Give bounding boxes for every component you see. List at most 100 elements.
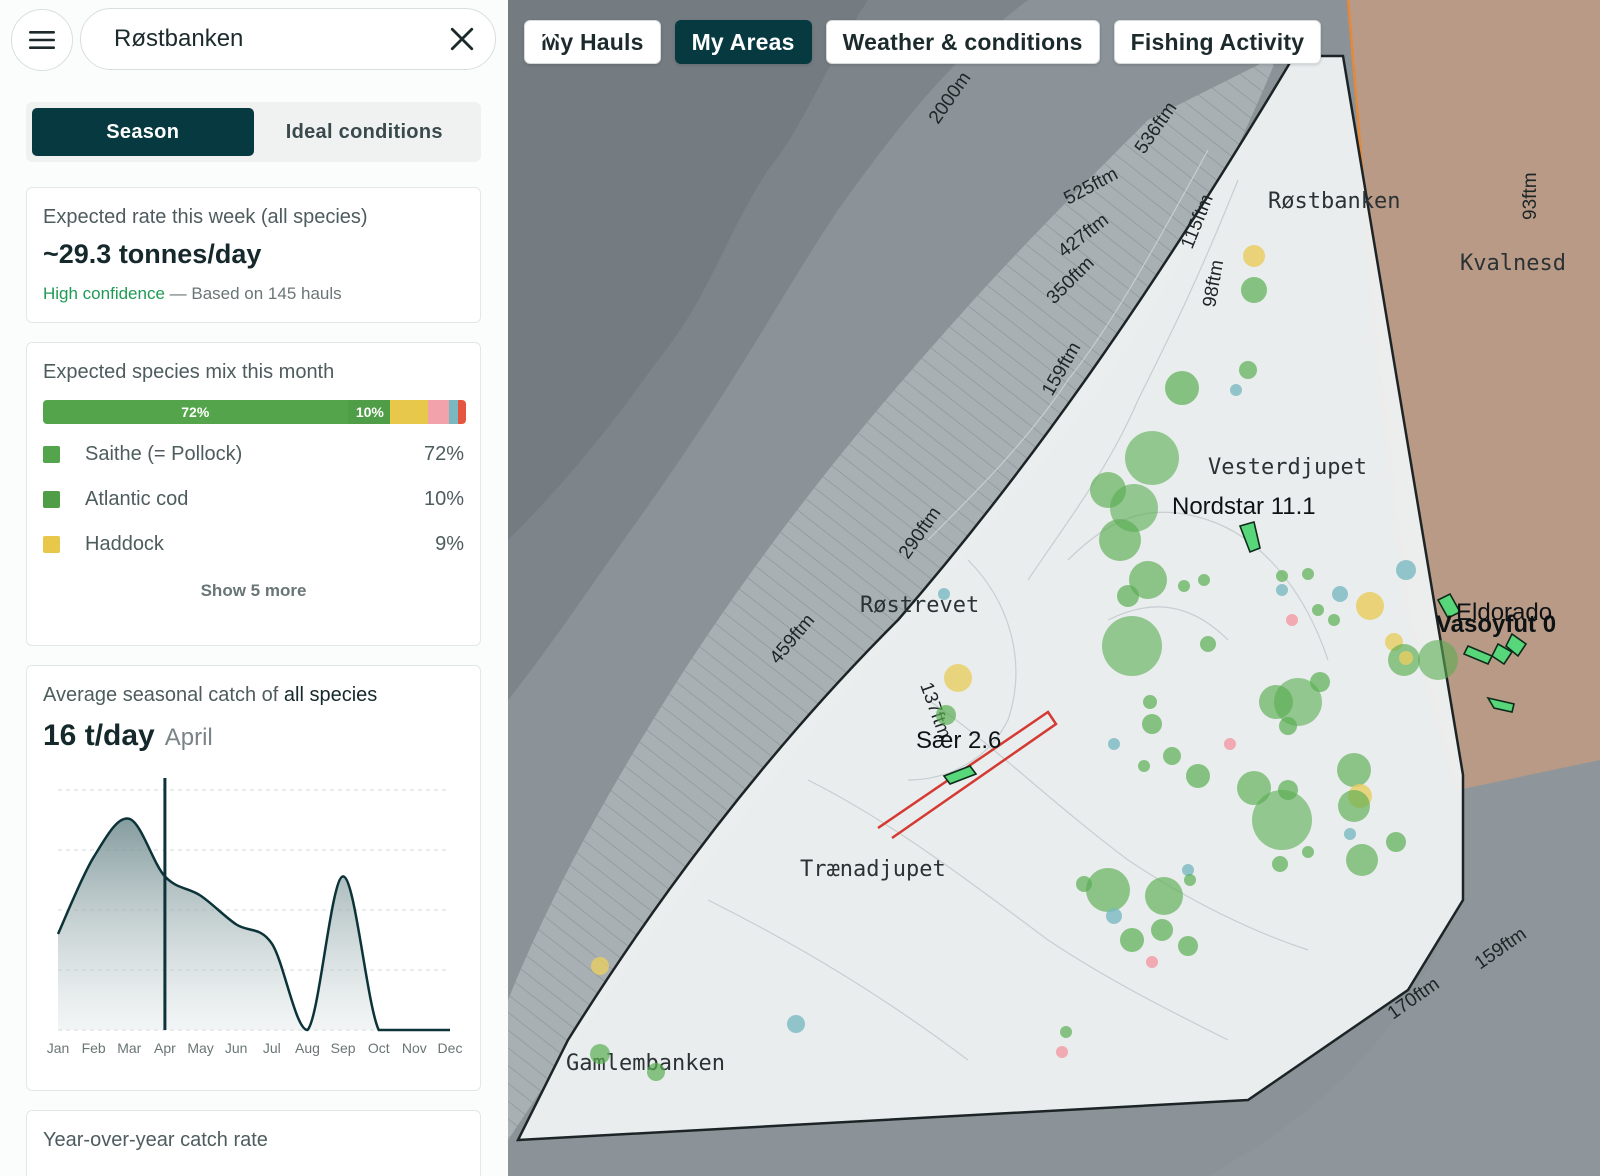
catch-marker[interactable] (1102, 616, 1162, 676)
catch-marker[interactable] (938, 588, 950, 600)
catch-marker[interactable] (590, 1044, 610, 1064)
vessel-marker[interactable] (1436, 592, 1462, 620)
vessel-marker[interactable] (1486, 696, 1515, 713)
catch-marker[interactable] (1178, 580, 1190, 592)
vessel-marker[interactable] (1238, 520, 1261, 554)
map-view[interactable]: 2000m 536ftm 525ftm 427ftm 350ftm 159ftm… (508, 0, 1600, 1176)
catch-marker[interactable] (1142, 714, 1162, 734)
catch-marker[interactable] (1125, 431, 1179, 485)
catch-marker[interactable] (1198, 574, 1210, 586)
catch-markers[interactable] (590, 245, 1458, 1081)
chip-fishing-activity[interactable]: Fishing Activity (1113, 20, 1322, 64)
catch-marker[interactable] (1060, 1026, 1072, 1038)
map-canvas[interactable]: 2000m 536ftm 525ftm 427ftm 350ftm 159ftm… (508, 0, 1600, 1176)
catch-marker[interactable] (1241, 277, 1267, 303)
catch-marker[interactable] (1396, 560, 1416, 580)
species-name: Haddock (85, 533, 164, 555)
catch-marker[interactable] (1328, 614, 1340, 626)
catch-marker[interactable] (1146, 956, 1158, 968)
catch-marker[interactable] (1178, 936, 1198, 956)
seasonal-chart[interactable]: Jan Feb Mar Apr May Jun Jul Aug Sep Oct Nov Dec (27, 666, 482, 1092)
catch-marker[interactable] (1279, 717, 1297, 735)
catch-marker[interactable] (1243, 245, 1265, 267)
chip-weather-conditions[interactable]: Weather & conditions (825, 20, 1100, 64)
expected-rate-value: ~29.3 tonnes/day (43, 239, 262, 269)
vessel-label[interactable]: Sær 2.6 (916, 727, 1001, 754)
catch-marker[interactable] (1143, 695, 1157, 709)
catch-marker[interactable] (1099, 519, 1141, 561)
show-more-button[interactable]: Show 5 more (200, 581, 307, 600)
catch-marker[interactable] (1272, 856, 1288, 872)
catch-marker[interactable] (1237, 771, 1271, 805)
catch-marker[interactable] (1184, 874, 1196, 886)
mix-segment (449, 400, 458, 424)
catch-marker[interactable] (1120, 928, 1144, 952)
chip-my-areas[interactable]: My Areas (539, 20, 812, 64)
catch-marker[interactable] (1145, 877, 1183, 915)
catch-marker[interactable] (1252, 790, 1312, 850)
vessel-label[interactable]: Vasoyfut 0 (1436, 611, 1556, 638)
catch-marker[interactable] (787, 1015, 805, 1033)
catch-marker[interactable] (1276, 584, 1288, 596)
catch-marker[interactable] (1108, 738, 1120, 750)
place-label: Vesterdjupet (1208, 455, 1367, 480)
catch-marker[interactable] (1224, 738, 1236, 750)
catch-marker[interactable] (1165, 371, 1199, 405)
catch-marker[interactable] (1274, 678, 1322, 726)
map-filter-chips: My Hauls My Areas Weather & conditions F… (524, 20, 1322, 64)
catch-marker[interactable] (1386, 832, 1406, 852)
catch-marker[interactable] (1332, 586, 1348, 602)
catch-marker[interactable] (1186, 764, 1210, 788)
catch-marker[interactable] (1106, 908, 1122, 924)
catch-marker[interactable] (1230, 384, 1242, 396)
catch-marker[interactable] (1338, 790, 1370, 822)
expected-rate-label: Expected rate this week (all species) (43, 206, 368, 228)
catch-marker[interactable] (1346, 844, 1378, 876)
species-row: Atlantic cod 10% (43, 477, 464, 522)
catch-marker[interactable] (1344, 828, 1356, 840)
vessel-label[interactable]: Nordstar 11.1 (1172, 493, 1316, 520)
search-input[interactable] (114, 25, 447, 53)
catch-marker[interactable] (1182, 864, 1194, 876)
my-area-polygon[interactable] (515, 54, 1465, 1142)
seasonal-label-species[interactable]: all species (283, 684, 378, 706)
catch-marker[interactable] (1086, 868, 1130, 912)
menu-button[interactable] (11, 9, 73, 71)
vessel-marker[interactable] (1490, 642, 1514, 666)
catch-marker[interactable] (591, 957, 609, 975)
vessel-markers[interactable] (942, 520, 1528, 785)
tab-ideal-conditions[interactable]: Ideal conditions (285, 120, 443, 143)
catch-marker[interactable] (936, 705, 956, 725)
catch-marker[interactable] (1129, 561, 1167, 599)
catch-marker[interactable] (1337, 753, 1371, 787)
catch-marker[interactable] (1151, 919, 1173, 941)
expected-rate-card: Expected rate this week (all species) ~2… (26, 187, 481, 323)
catch-marker[interactable] (1276, 570, 1288, 582)
catch-marker[interactable] (1056, 1046, 1068, 1058)
catch-marker[interactable] (944, 664, 972, 692)
catch-marker[interactable] (1117, 585, 1139, 607)
vessel-marker[interactable] (942, 765, 978, 785)
catch-marker[interactable] (1312, 604, 1324, 616)
x-tick-label: Feb (82, 1040, 106, 1056)
clear-search-button[interactable] (447, 24, 477, 54)
vessel-marker[interactable] (1505, 632, 1528, 658)
catch-marker[interactable] (1399, 651, 1413, 665)
vessel-labels: Nordstar 11.1 Sær 2.6 Eldorado Vasoyfut … (916, 493, 1556, 754)
catch-marker[interactable] (1138, 760, 1150, 772)
catch-marker[interactable] (647, 1063, 665, 1081)
catch-marker[interactable] (1418, 640, 1458, 680)
catch-marker[interactable] (1302, 846, 1314, 858)
catch-marker[interactable] (1163, 747, 1181, 765)
close-icon[interactable] (538, 20, 562, 44)
vessel-label[interactable]: Eldorado (1456, 599, 1552, 626)
catch-marker[interactable] (1286, 614, 1298, 626)
catch-marker[interactable] (1302, 568, 1314, 580)
vessel-marker[interactable] (1462, 644, 1494, 666)
place-label: Kvalnesd (1460, 251, 1566, 276)
catch-marker[interactable] (1200, 636, 1216, 652)
catch-marker[interactable] (1239, 361, 1257, 379)
catch-marker[interactable] (1356, 592, 1384, 620)
tab-season[interactable]: Season (32, 108, 254, 156)
place-label: Røstbanken (1268, 189, 1400, 214)
